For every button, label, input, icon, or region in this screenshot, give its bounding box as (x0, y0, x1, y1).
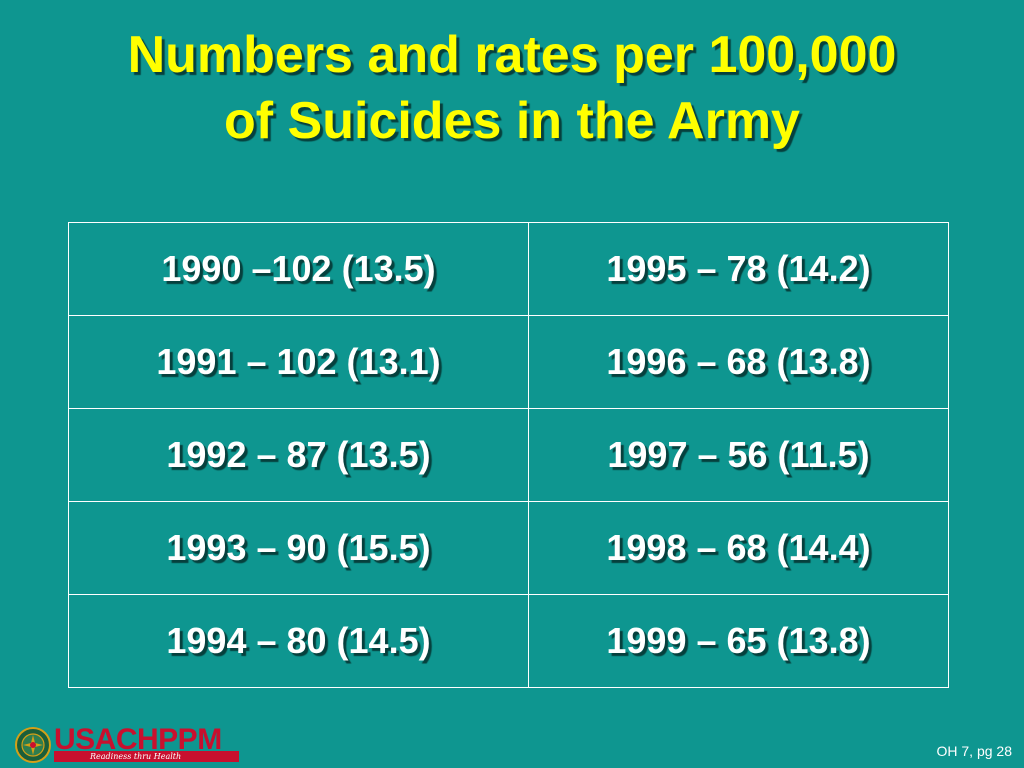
table-cell: 1999 – 65 (13.8) (528, 594, 949, 688)
table-row: 1993 – 90 (15.5) 1998 – 68 (14.4) (68, 501, 949, 595)
suicide-data-table: 1990 –102 (13.5) 1995 – 78 (14.2) 1991 –… (68, 222, 949, 688)
table-cell: 1993 – 90 (15.5) (68, 501, 529, 595)
usachppm-logo: USACHPPM Readiness thru Health (14, 724, 244, 764)
table-cell: 1998 – 68 (14.4) (528, 501, 949, 595)
table-row: 1992 – 87 (13.5) 1997 – 56 (11.5) (68, 408, 949, 502)
table-cell: 1996 – 68 (13.8) (528, 315, 949, 409)
table-row: 1990 –102 (13.5) 1995 – 78 (14.2) (68, 222, 949, 316)
title-line-1: Numbers and rates per 100,000 (127, 26, 897, 84)
table-cell: 1990 –102 (13.5) (68, 222, 529, 316)
army-emblem-icon (15, 727, 51, 763)
page-reference: OH 7, pg 28 (936, 743, 1013, 759)
slide-title: Numbers and rates per 100,000 of Suicide… (0, 22, 1024, 154)
table-cell: 1991 – 102 (13.1) (68, 315, 529, 409)
table-cell: 1997 – 56 (11.5) (528, 408, 949, 502)
table-cell: 1994 – 80 (14.5) (68, 594, 529, 688)
table-row: 1991 – 102 (13.1) 1996 – 68 (13.8) (68, 315, 949, 409)
logo-wordmark: USACHPPM (54, 723, 222, 756)
title-line-2: of Suicides in the Army (224, 92, 800, 150)
logo-tagline: Readiness thru Health (54, 751, 239, 762)
table-cell: 1995 – 78 (14.2) (528, 222, 949, 316)
table-row: 1994 – 80 (14.5) 1999 – 65 (13.8) (68, 594, 949, 688)
table-cell: 1992 – 87 (13.5) (68, 408, 529, 502)
